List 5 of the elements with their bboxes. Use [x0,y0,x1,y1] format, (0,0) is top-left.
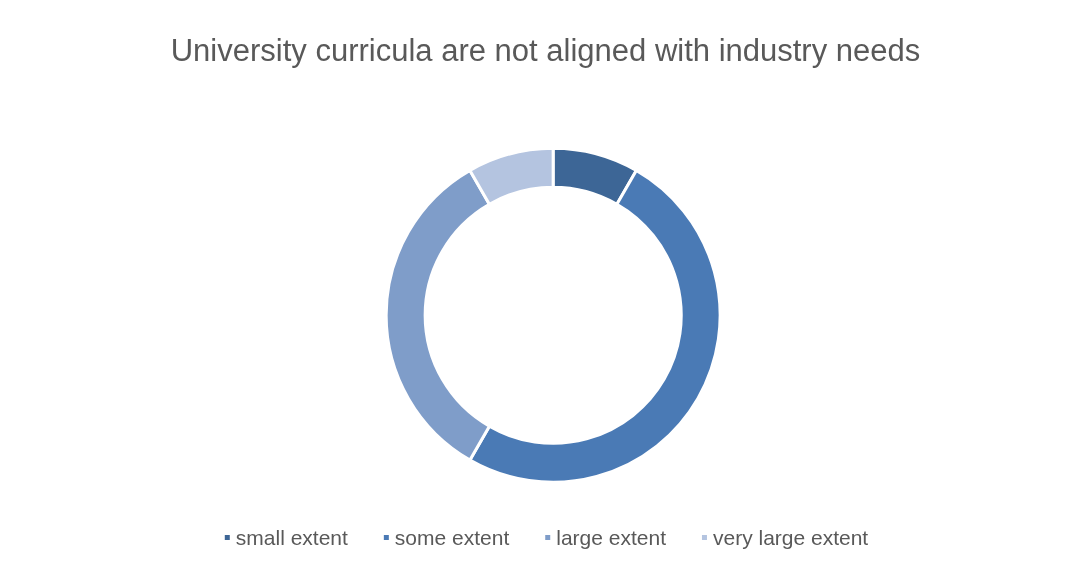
legend-label: small extent [235,526,348,549]
legend-label: very large extent [712,526,869,549]
legend-label: some extent [394,526,510,549]
legend-label: large extent [556,526,667,549]
chart-title: University curricula are not aligned with industry needs [170,32,921,68]
